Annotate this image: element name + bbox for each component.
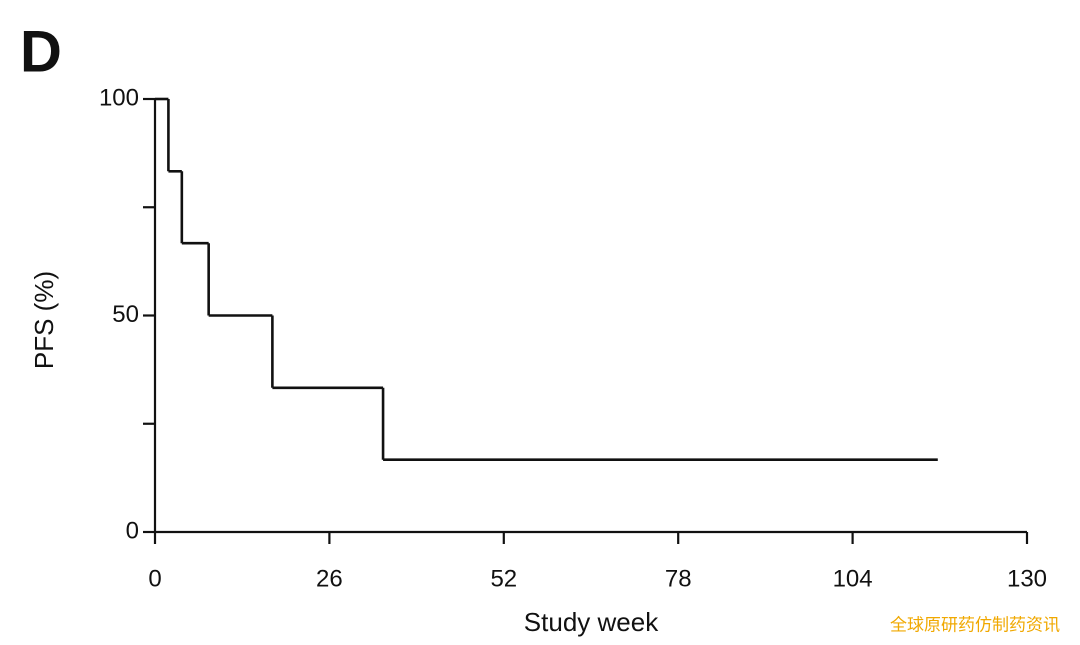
y-tick-label: 100 [99,84,139,111]
x-tick-label: 78 [665,565,692,592]
y-axis-title: PFS (%) [29,271,59,369]
x-tick-label: 130 [1007,565,1047,592]
panel-label: D [20,19,62,84]
y-tick-label: 50 [112,301,139,328]
x-tick-label: 104 [833,565,873,592]
x-axis-title: Study week [524,607,659,637]
y-tick-label: 0 [126,517,139,544]
x-tick-label: 52 [490,565,517,592]
watermark: 全球原研药仿制药资讯 [890,615,1060,634]
x-tick-label: 0 [148,565,161,592]
x-tick-label: 26 [316,565,343,592]
